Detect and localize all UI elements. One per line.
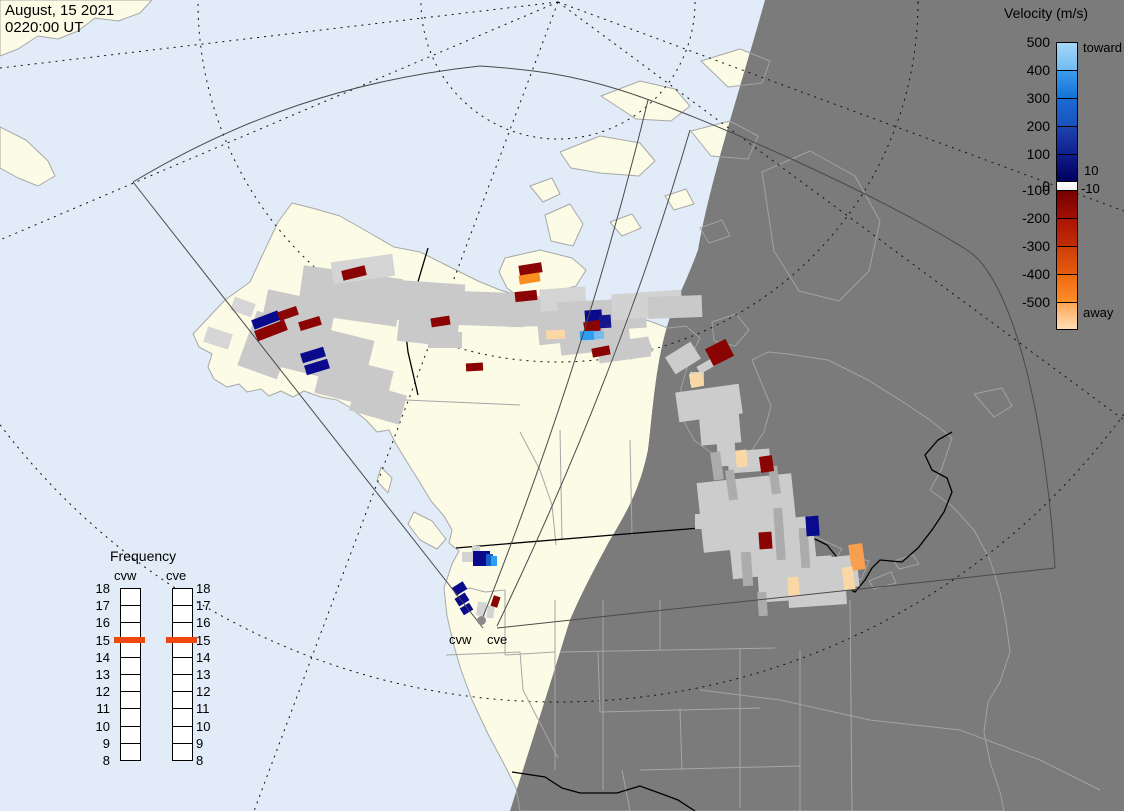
ground-scatter-patch: [695, 514, 709, 529]
velocity-echo-cell: [688, 371, 705, 389]
ground-scatter-patch: [428, 332, 462, 348]
velocity-echo-cell: [758, 455, 775, 473]
velocity-echo-cell: [758, 531, 773, 550]
ground-scatter-patch: [476, 601, 487, 617]
timestamp-date: August, 15 2021: [5, 2, 115, 19]
ground-scatter-patch: [757, 591, 768, 617]
velocity-echo-cell: [805, 515, 820, 537]
velocity-echo-cell: [465, 362, 484, 372]
ground-scatter-patch: [486, 605, 495, 619]
velocity-echo-cell: [787, 576, 800, 597]
radar-site-label-cvw: cvw: [449, 632, 472, 647]
ground-scatter-patch: [230, 296, 256, 318]
velocity-echo-cell: [518, 272, 541, 285]
ground-scatter-patch: [647, 295, 703, 319]
ground-scatter-patch: [664, 341, 702, 375]
velocity-echo-cell: [593, 330, 605, 340]
timestamp: August, 15 2021 0220:00 UT: [5, 2, 114, 36]
ground-scatter-patch: [203, 326, 233, 350]
velocity-echo-cell: [490, 595, 501, 608]
timestamp-time: 0220:00 UT: [5, 19, 84, 36]
velocity-echo-cell: [491, 556, 497, 566]
velocity-echo-cell: [545, 329, 566, 340]
radar-site-dot: [477, 616, 486, 625]
velocity-echo-cell: [735, 449, 748, 468]
radar-site-label-cve: cve: [487, 632, 508, 647]
ground-scatter-patch: [348, 381, 408, 425]
velocity-echo-cell: [598, 314, 612, 329]
